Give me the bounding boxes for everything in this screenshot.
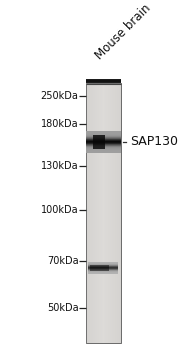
Bar (116, 83, 117, 343)
Bar (105, 83, 106, 343)
Bar (93, 139, 105, 140)
Text: 250kDa: 250kDa (41, 91, 79, 101)
Bar (98, 83, 99, 343)
Bar (93, 135, 105, 136)
Text: 50kDa: 50kDa (47, 303, 79, 313)
Bar (107, 83, 108, 343)
Bar (99, 83, 100, 343)
Bar (109, 83, 110, 343)
Text: 180kDa: 180kDa (41, 119, 79, 128)
Bar (93, 136, 105, 137)
Bar (93, 138, 105, 139)
Text: 100kDa: 100kDa (41, 205, 79, 215)
Bar (93, 83, 94, 343)
Bar (118, 83, 119, 343)
Bar (101, 83, 102, 343)
Bar (93, 146, 105, 147)
Bar (100, 83, 101, 343)
Bar (115, 83, 116, 343)
Text: SAP130: SAP130 (130, 135, 178, 148)
Bar (103, 83, 104, 343)
Bar (117, 83, 118, 343)
Bar (94, 83, 95, 343)
Bar (93, 143, 105, 144)
Bar (108, 83, 109, 343)
Bar (104, 83, 105, 343)
Bar (91, 83, 92, 343)
Bar (88, 83, 89, 343)
Bar (114, 83, 115, 343)
Bar (93, 148, 105, 149)
Bar (85, 83, 121, 343)
Bar (112, 83, 113, 343)
Bar (119, 83, 120, 343)
Bar (87, 83, 88, 343)
Bar (90, 83, 91, 343)
Bar (93, 137, 105, 138)
Bar (86, 83, 87, 343)
Bar (93, 142, 105, 143)
Bar (93, 144, 105, 145)
Text: 70kDa: 70kDa (47, 256, 79, 266)
Bar (93, 145, 105, 146)
Text: Mouse brain: Mouse brain (93, 1, 154, 62)
Bar (95, 83, 96, 343)
Bar (120, 83, 121, 343)
Text: 130kDa: 130kDa (41, 161, 79, 171)
Bar (93, 147, 105, 148)
Bar (106, 83, 107, 343)
Bar (93, 140, 105, 141)
Bar (110, 83, 111, 343)
Bar (102, 83, 103, 343)
Bar (96, 83, 97, 343)
Bar (113, 83, 114, 343)
Bar (92, 83, 93, 343)
Bar (93, 141, 105, 142)
Bar (97, 83, 98, 343)
Bar (111, 83, 112, 343)
Bar (89, 83, 90, 343)
Bar (85, 83, 86, 343)
